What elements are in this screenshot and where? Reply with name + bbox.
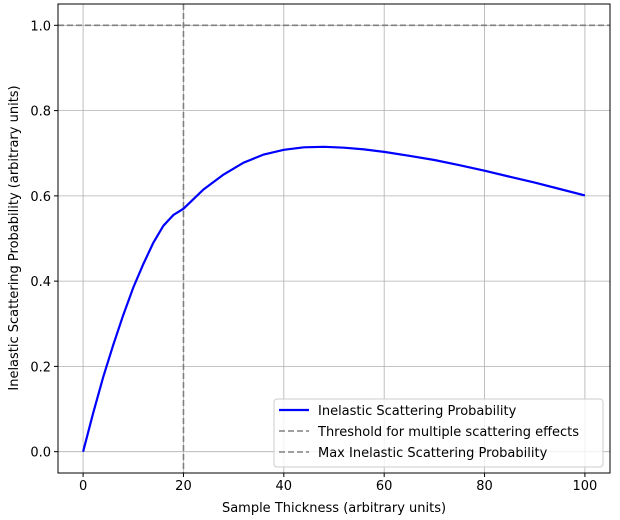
y-axis-ticks: 0.0 0.2 0.4 0.6 0.8 1.0 — [30, 19, 58, 461]
y-tick-label: 1.0 — [30, 19, 51, 34]
y-tick-label: 0.8 — [30, 105, 51, 120]
reference-lines — [58, 4, 610, 473]
x-tick-label: 80 — [476, 479, 493, 494]
plot-frame — [57, 3, 611, 474]
y-tick-label: 0.0 — [30, 446, 51, 461]
x-tick-label: 100 — [572, 479, 597, 494]
y-axis-label: Inelastic Scattering Probability (arbitr… — [7, 85, 22, 390]
x-axis-label: Sample Thickness (arbitrary units) — [222, 501, 446, 516]
legend-label-max: Max Inelastic Scattering Probability — [318, 446, 548, 461]
legend: Inelastic Scattering Probability Thresho… — [273, 398, 604, 468]
x-tick-label: 0 — [79, 479, 87, 494]
legend-box — [273, 398, 604, 468]
y-tick-label: 0.6 — [30, 190, 51, 205]
legend-label-curve: Inelastic Scattering Probability — [318, 404, 517, 419]
legend-label-threshold: Threshold for multiple scattering effect… — [317, 425, 579, 440]
y-tick-label: 0.4 — [30, 275, 51, 290]
x-tick-label: 20 — [175, 479, 192, 494]
x-tick-label: 40 — [276, 479, 293, 494]
x-axis-ticks: 0 20 40 60 80 100 — [79, 473, 597, 494]
y-tick-label: 0.2 — [30, 360, 51, 375]
probability-curve — [82, 145, 586, 452]
x-tick-label: 60 — [376, 479, 393, 494]
